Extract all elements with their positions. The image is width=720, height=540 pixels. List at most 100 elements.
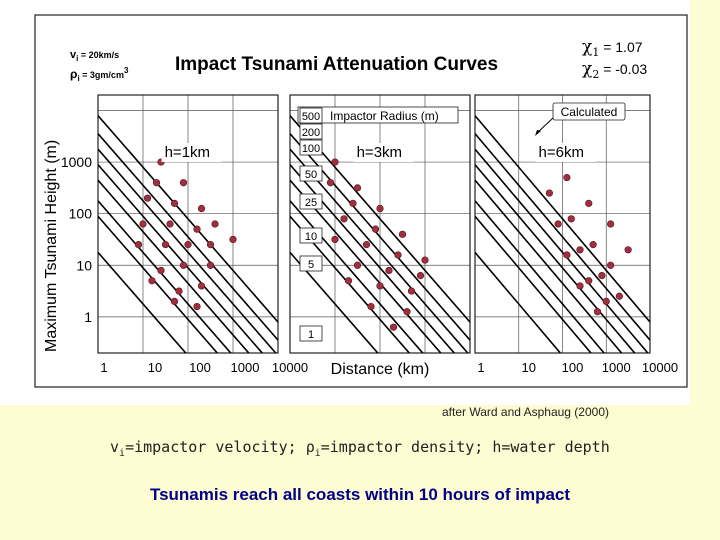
- fit-stat-2: χ2 = -0.03: [582, 59, 647, 81]
- data-point-p1: [206, 241, 215, 249]
- param-velocity: vi = 20km/s: [70, 49, 119, 63]
- curve-p3-r50: [475, 164, 636, 353]
- data-point-p1: [193, 302, 201, 311]
- data-point-p1: [166, 220, 174, 228]
- y-tick-label: 100: [69, 206, 93, 222]
- curve-p3-r10: [475, 200, 606, 353]
- calculated-label: Calculated: [561, 105, 618, 119]
- panel-label-bg-3: [535, 143, 596, 162]
- radius-label-box: [299, 165, 323, 182]
- curve-p1-r200: [98, 133, 278, 341]
- x-tick-label-left: 10: [148, 360, 162, 375]
- data-point-p1: [175, 287, 183, 295]
- data-point-p1: [152, 179, 161, 187]
- curve-p1-r500: [98, 115, 278, 323]
- curve-p3-r100: [475, 148, 649, 353]
- y-axis-label: Maximum Tsunami Height (m): [43, 140, 60, 352]
- radius-label-box: [299, 255, 323, 272]
- tagline: Tsunamis reach all coasts within 10 hour…: [149, 485, 571, 504]
- radius-label-box: [299, 139, 323, 156]
- radius-label-box: [299, 227, 323, 244]
- curve-p3-r200: [475, 133, 650, 341]
- data-point-p3: [563, 173, 571, 182]
- data-point-p2: [344, 277, 353, 285]
- data-point-p1: [170, 297, 179, 306]
- radius-label: 200: [302, 127, 320, 139]
- data-point-p1: [206, 261, 215, 269]
- panel-frame-1: [97, 94, 279, 354]
- data-point-p2: [326, 179, 335, 187]
- curve-p3-r500: [475, 115, 650, 323]
- data-point-p3: [545, 189, 553, 197]
- x-tick-label-right: 10000: [642, 360, 678, 375]
- legend-rho-text: =impactor density; h=water depth: [320, 438, 610, 456]
- panel-label-2: h=3km: [357, 144, 402, 161]
- x-tick-label-left: 10000: [272, 360, 308, 375]
- data-point-p3: [576, 246, 584, 254]
- figure-credit: after Ward and Asphaug (2000): [442, 405, 609, 419]
- panel-frame-2: [289, 94, 471, 354]
- figure-frame: h=1km h=3km h=6km Impact Tsunami Attenuatio…: [0, 0, 690, 405]
- panel-label-3: h=6km: [539, 144, 584, 161]
- radius-label-box: [299, 325, 323, 342]
- data-point-p2: [403, 308, 411, 316]
- data-point-p2: [353, 261, 362, 269]
- data-point-p3: [589, 241, 597, 249]
- curve-p2-r1: [290, 251, 379, 353]
- data-point-p1: [139, 220, 147, 228]
- legend-rho-sub: i: [314, 448, 321, 459]
- data-point-p1: [184, 241, 192, 249]
- data-point-p1: [143, 194, 152, 202]
- data-point-p3: [585, 277, 593, 285]
- x-tick-label-right: 10: [522, 360, 536, 375]
- radius-label: 1: [308, 329, 314, 341]
- x-tick-label-right: 1: [477, 360, 484, 375]
- curve-p1-r25: [98, 179, 250, 353]
- legend-v: v: [110, 438, 120, 456]
- data-point-p1: [170, 199, 179, 207]
- panel-frame-3: [474, 94, 651, 354]
- radius-label-box: [299, 123, 323, 140]
- data-point-p1: [211, 220, 219, 228]
- calculated-arrow: [536, 117, 554, 134]
- data-point-p2: [349, 199, 357, 207]
- x-axis-label: Distance (km): [331, 361, 430, 378]
- data-point-p2: [371, 225, 380, 233]
- curve-p3-r1: [475, 251, 562, 353]
- radius-label: 50: [305, 169, 317, 181]
- data-point-p3: [567, 215, 575, 223]
- curve-p1-r1: [98, 251, 187, 353]
- data-point-p2: [398, 230, 407, 238]
- data-point-p2: [376, 282, 384, 290]
- data-point-p2: [376, 204, 384, 213]
- data-point-p3: [607, 220, 615, 228]
- radius-label-box: [299, 193, 323, 210]
- legend-v-sub: i: [119, 448, 126, 459]
- radius-title: Impactor Radius (m): [330, 109, 439, 123]
- x-tick-label-left: 1000: [231, 360, 260, 375]
- radius-label: 100: [302, 143, 320, 155]
- data-point-p1: [157, 266, 165, 275]
- y-tick-label: 1000: [61, 154, 92, 170]
- data-point-p3: [593, 308, 602, 316]
- data-point-p1: [148, 277, 156, 285]
- panel-label-bg-2: [353, 143, 414, 162]
- radius-label: 5: [308, 259, 314, 271]
- radius-label: 500: [302, 111, 320, 123]
- data-point-p1: [161, 241, 170, 249]
- data-point-p3: [624, 246, 632, 254]
- fit-stat-1: χ1 = 1.07: [582, 37, 643, 59]
- data-point-p3: [563, 251, 571, 259]
- curve-p1-r50: [98, 164, 264, 353]
- x-tick-label-right: 100: [562, 360, 584, 375]
- panel-label-bg-1: [161, 143, 222, 162]
- data-point-p2: [416, 272, 425, 280]
- legend-v-text: =impactor velocity;: [125, 438, 306, 456]
- radius-label: 10: [305, 231, 317, 243]
- radius-label-box: [299, 107, 323, 124]
- attenuation-chart: h=1km h=3km h=6km Impact Tsunami Attenuatio…: [34, 14, 688, 388]
- data-point-p1: [179, 179, 188, 187]
- data-point-p1: [134, 241, 143, 249]
- data-point-p1: [193, 225, 201, 233]
